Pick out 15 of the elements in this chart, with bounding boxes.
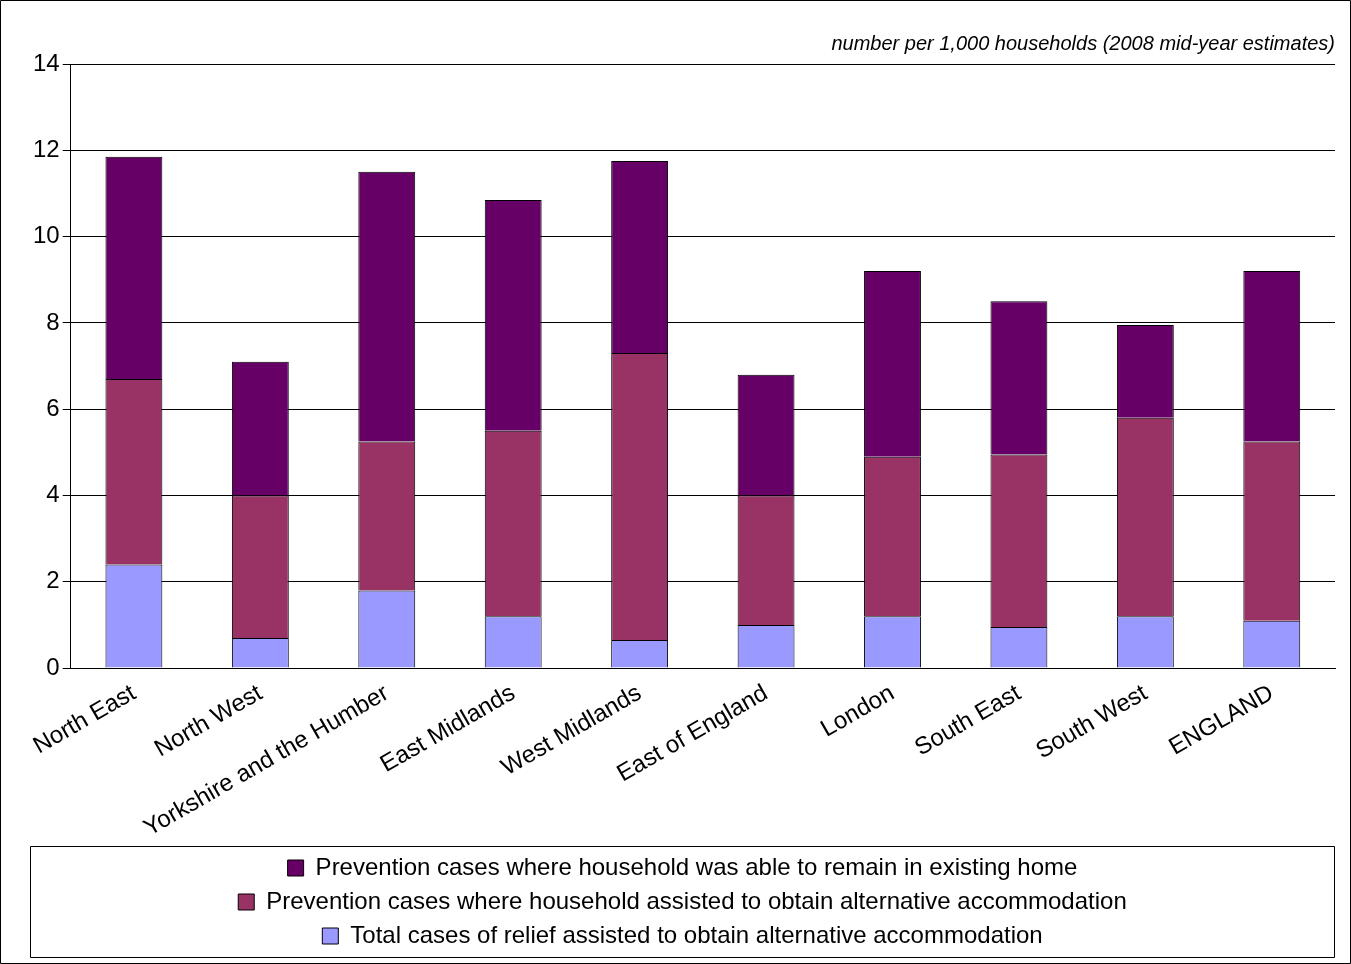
- y-tick-label: 0: [46, 652, 60, 680]
- x-tick-label: South East: [909, 678, 1026, 761]
- legend-label: Total cases of relief assisted to obtain alternative accommodation: [350, 920, 1043, 948]
- y-tick-label: 8: [46, 307, 60, 335]
- x-tick-label: South West: [1030, 678, 1152, 764]
- y-tick-label: 4: [46, 480, 60, 508]
- y-tick-label: 14: [32, 48, 60, 76]
- legend-label: Prevention cases where household was able to remain in existing home: [315, 852, 1078, 880]
- legend-label: Prevention cases where household assisted to obtain alternative accommodation: [266, 886, 1127, 914]
- y-tick-label: 10: [32, 221, 60, 249]
- y-tick-label: 12: [32, 134, 60, 162]
- x-tick-label: North East: [28, 678, 141, 759]
- y-tick-label: 2: [46, 566, 60, 594]
- chart-subtitle: number per 1,000 households (2008 mid-year estimates): [831, 31, 1335, 54]
- y-tick-label: 6: [46, 393, 60, 421]
